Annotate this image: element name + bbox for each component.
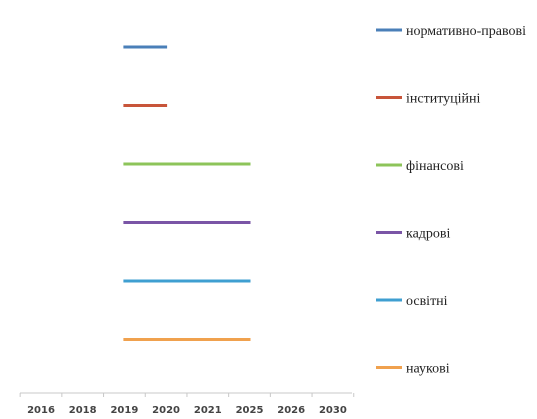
x-tick-label-2025: 2025: [236, 405, 264, 416]
x-tick-labels: 2016 2018 2019 2020 2021 2025 2026 2030: [27, 405, 347, 416]
legend-label-5: освітні: [406, 294, 448, 309]
legend-label-1: нормативно-правові: [406, 24, 526, 39]
x-tick-label-2016: 2016: [27, 405, 55, 416]
x-tick-label-2019: 2019: [110, 405, 138, 416]
x-tick-label-2021: 2021: [194, 405, 222, 416]
bars-group: [123, 45, 251, 341]
legend-label-3: фінансові: [406, 159, 464, 174]
x-tick-label-2030: 2030: [319, 405, 347, 416]
legend-label-6: наукові: [406, 362, 450, 377]
x-axis: [19, 392, 355, 397]
legend: нормативно-правові інституційні фінансові к…: [376, 24, 526, 377]
legend-label-2: інституційні: [406, 92, 481, 107]
legend-label-4: кадрові: [406, 227, 451, 242]
x-tick-label-2026: 2026: [277, 405, 305, 416]
x-tick-label-2018: 2018: [69, 405, 97, 416]
x-tick-label-2020: 2020: [152, 405, 180, 416]
